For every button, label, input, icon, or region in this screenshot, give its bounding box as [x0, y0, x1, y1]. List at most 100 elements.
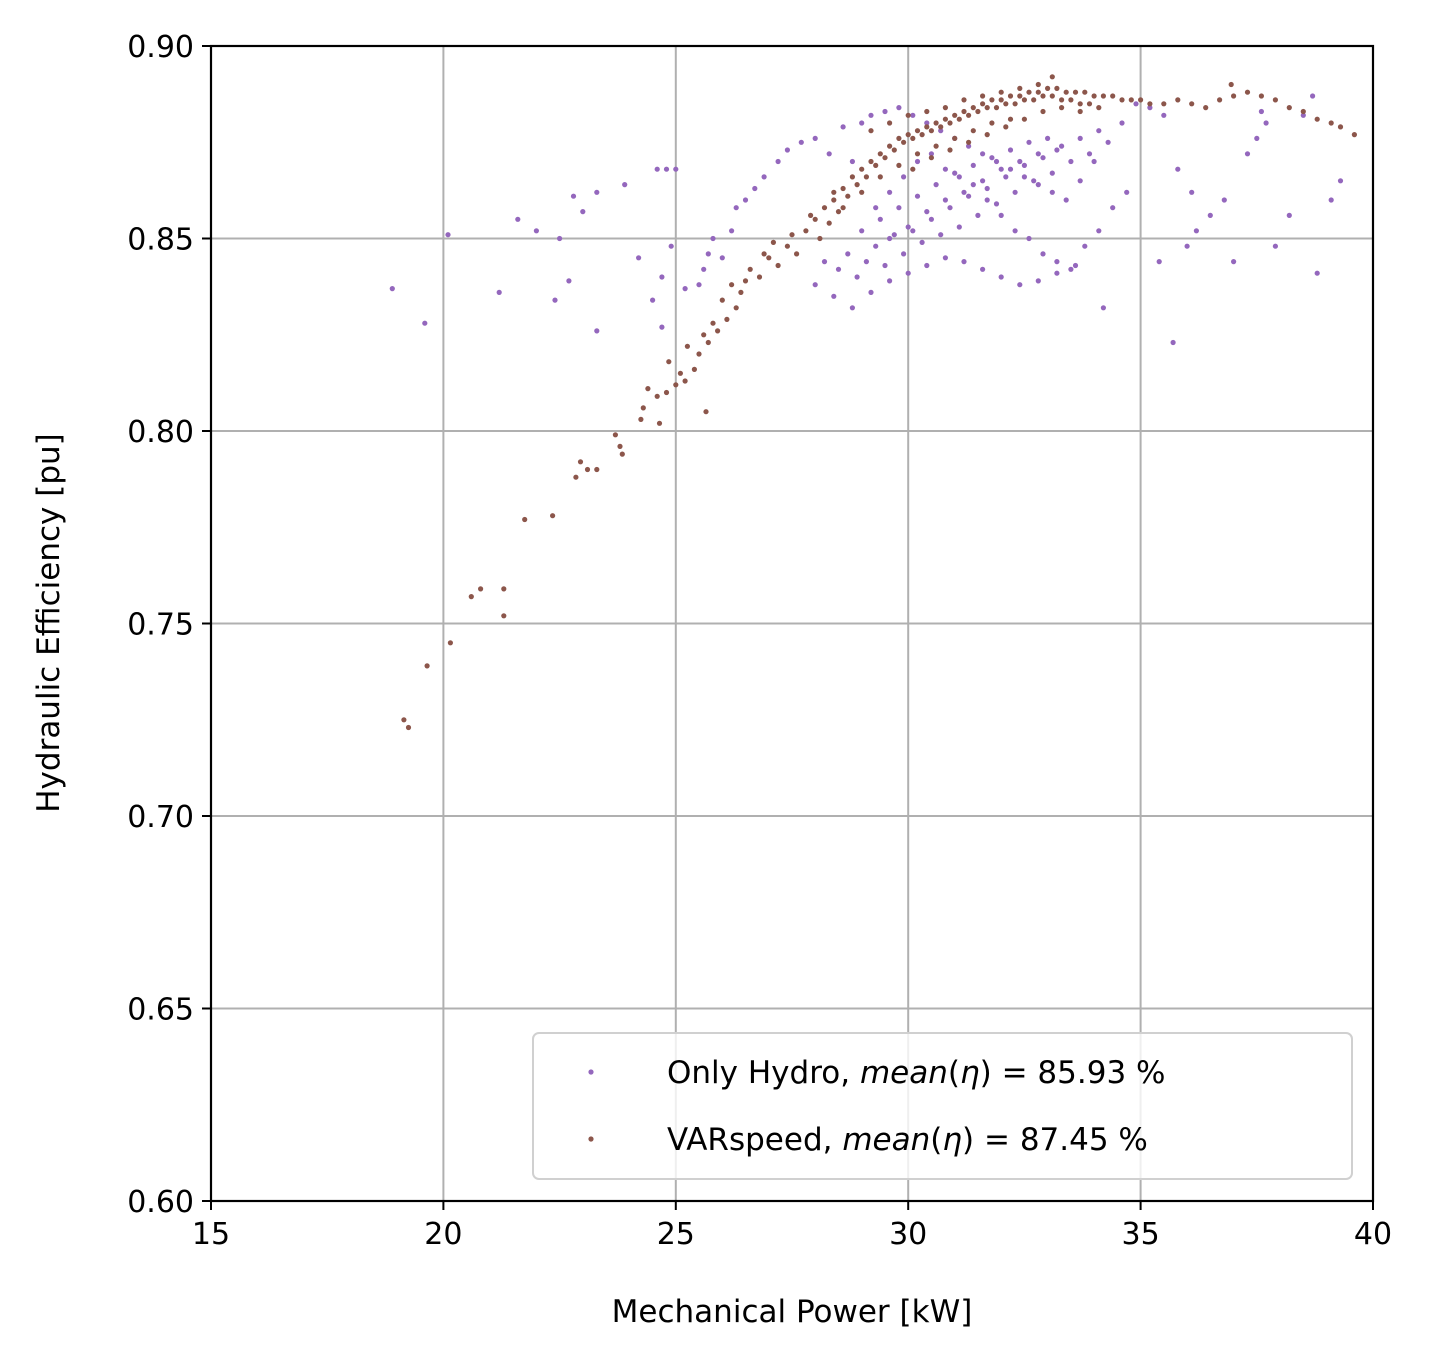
data-point: [1133, 101, 1139, 107]
data-point: [1100, 93, 1106, 99]
data-point: [998, 212, 1004, 218]
data-point: [1026, 139, 1032, 145]
data-point: [1026, 89, 1032, 95]
data-point: [729, 282, 735, 288]
data-point: [668, 243, 674, 249]
x-tick-label: 25: [657, 1217, 695, 1252]
data-point: [863, 174, 870, 180]
data-point: [989, 155, 995, 161]
data-point: [924, 124, 930, 130]
data-point: [924, 120, 930, 126]
data-point: [887, 143, 893, 149]
x-axis-label: Mechanical Power [kW]: [612, 1294, 973, 1330]
data-point: [1170, 339, 1176, 346]
data-point: [1337, 124, 1344, 130]
data-point: [910, 228, 916, 234]
data-point: [1207, 212, 1213, 218]
data-point: [984, 185, 990, 192]
data-point: [1017, 93, 1023, 99]
data-point: [993, 201, 1000, 207]
data-point: [594, 189, 600, 195]
data-point: [445, 232, 451, 238]
data-point: [831, 293, 837, 299]
y-tick-label: 0.90: [127, 30, 194, 65]
data-point: [966, 112, 972, 118]
data-point: [533, 228, 540, 234]
data-point: [854, 274, 860, 280]
data-point: [659, 324, 665, 330]
data-point: [691, 366, 698, 372]
data-point: [910, 166, 916, 172]
data-point: [1228, 81, 1234, 88]
x-tick-label: 35: [1122, 1217, 1160, 1252]
data-point: [1100, 305, 1106, 311]
data-point: [622, 182, 628, 188]
data-point: [938, 124, 944, 130]
data-point: [961, 108, 967, 115]
data-point: [654, 393, 660, 399]
data-point: [584, 466, 591, 473]
data-point: [840, 205, 846, 211]
data-point: [1258, 93, 1264, 99]
data-point: [1221, 197, 1227, 203]
data-point: [859, 228, 865, 234]
data-point: [1063, 89, 1069, 95]
data-point: [1314, 116, 1320, 122]
data-point: [887, 189, 893, 195]
data-point: [845, 251, 851, 257]
data-point: [956, 116, 962, 122]
data-point: [784, 147, 791, 153]
data-point: [663, 389, 670, 396]
data-point: [984, 197, 990, 203]
data-point: [942, 255, 949, 261]
data-point: [654, 166, 660, 172]
data-point: [821, 259, 828, 265]
data-point: [970, 105, 976, 111]
data-point: [710, 235, 716, 242]
data-point: [1077, 101, 1083, 107]
data-point: [1040, 251, 1046, 257]
data-point: [696, 282, 702, 288]
data-point: [580, 209, 586, 215]
data-point: [1031, 178, 1037, 184]
data-point: [873, 162, 879, 168]
legend: Only Hydro, mean(η) = 85.93 % VARspeed, …: [532, 1032, 1353, 1180]
data-point: [552, 297, 558, 303]
data-point: [761, 174, 767, 180]
data-point: [478, 586, 484, 592]
data-point: [1003, 124, 1009, 130]
data-point: [980, 93, 986, 99]
data-point: [1096, 105, 1102, 111]
y-tick-label: 0.65: [127, 993, 194, 1028]
data-point: [1110, 205, 1116, 211]
data-point: [1217, 97, 1223, 103]
data-point: [947, 120, 953, 126]
data-point: [719, 255, 725, 261]
data-point: [877, 151, 883, 157]
data-point: [1021, 162, 1027, 168]
data-point: [1059, 97, 1065, 103]
data-point: [1286, 212, 1292, 218]
data-point: [914, 151, 921, 157]
data-point: [942, 105, 949, 111]
data-point: [389, 286, 395, 292]
data-point: [868, 158, 874, 165]
data-point: [933, 182, 939, 188]
data-point: [1049, 189, 1055, 195]
data-point: [663, 166, 670, 172]
grid-lines: [210, 45, 1374, 1202]
data-point: [619, 451, 625, 457]
data-point: [952, 135, 958, 141]
legend-entry-varspeed: VARspeed, mean(η) = 87.45 %: [667, 1122, 1148, 1158]
data-point: [877, 216, 883, 222]
data-point: [942, 166, 949, 172]
data-point: [650, 297, 656, 303]
data-point: [1059, 143, 1065, 149]
data-point: [1086, 101, 1093, 107]
data-point: [1072, 262, 1079, 269]
data-point: [1254, 135, 1260, 141]
data-point: [873, 243, 879, 249]
data-point: [835, 209, 842, 215]
data-point: [966, 139, 972, 145]
data-point: [947, 205, 953, 211]
